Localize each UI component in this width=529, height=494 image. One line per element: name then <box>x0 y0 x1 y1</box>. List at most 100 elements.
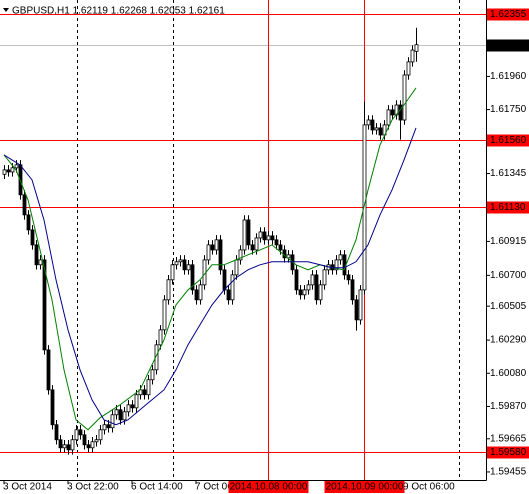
candle-body <box>150 369 155 381</box>
candle-body <box>14 164 19 169</box>
candle-body <box>270 235 275 241</box>
candle-body <box>398 104 403 121</box>
vertical-label: 2014.10.08 00:00 <box>230 482 308 493</box>
candle-body <box>86 444 91 449</box>
candle-body <box>322 269 327 286</box>
candle-body <box>118 409 123 421</box>
candle-body <box>94 439 99 443</box>
level-label-box <box>487 201 529 214</box>
y-tick-label: 1.60080 <box>490 368 527 379</box>
candle-body <box>98 429 103 441</box>
vertical-label: 2014.10.09 00:00 <box>326 482 404 493</box>
candle-body <box>254 237 259 251</box>
candle-body <box>90 441 95 449</box>
candle-body <box>130 404 135 409</box>
level-label-box <box>487 134 529 147</box>
level-label-box <box>487 8 529 21</box>
candle-body <box>34 244 39 266</box>
level-label: 1.62355 <box>490 9 527 20</box>
level-label: 1.61130 <box>490 202 526 213</box>
candle-body <box>38 259 43 266</box>
candle-body <box>274 239 279 246</box>
candle-body <box>222 269 227 291</box>
level-label: 1.61560 <box>490 135 527 146</box>
x-tick-label: 3 Oct 22:00 <box>67 482 119 493</box>
candle-body <box>390 109 395 116</box>
candle-body <box>234 259 239 276</box>
candle-body <box>346 274 351 281</box>
candle-body <box>414 44 419 52</box>
candle-body <box>114 409 119 416</box>
candle-body <box>334 259 339 271</box>
y-tick-label: 1.59870 <box>490 401 527 412</box>
candle-body <box>302 289 307 296</box>
candle-body <box>410 49 415 63</box>
y-tick-label: 1.60290 <box>490 335 527 346</box>
candle-body <box>62 444 67 449</box>
x-tick-label: 7 Oct 06:00 <box>195 482 247 493</box>
candle-body <box>218 239 223 271</box>
last-price-label: 1.62161 <box>490 40 527 51</box>
candle-body <box>210 244 215 251</box>
candle-body <box>110 414 115 429</box>
candle-body <box>310 274 315 286</box>
last-price-box <box>487 39 529 52</box>
level-label-box <box>487 446 529 459</box>
candle-body <box>30 229 35 246</box>
candle-body <box>266 235 271 241</box>
candle-body <box>314 274 319 301</box>
candle-body <box>122 411 127 421</box>
moving-average <box>3 87 417 431</box>
marks-layer <box>2 27 419 455</box>
candle-body <box>170 264 175 281</box>
y-tick-label: 1.61750 <box>490 104 527 115</box>
candle-body <box>250 244 255 251</box>
candle-body <box>54 424 59 441</box>
candle-body <box>166 279 171 301</box>
candle-body <box>358 289 363 321</box>
candle-body <box>354 299 359 321</box>
candle-body <box>106 424 111 429</box>
candle-body <box>10 167 15 173</box>
candle-body <box>6 169 11 173</box>
y-tick-label: 1.60700 <box>490 270 527 281</box>
candle-body <box>406 61 411 76</box>
candle-body <box>242 219 247 251</box>
candle-body <box>134 394 139 409</box>
candle-body <box>194 289 199 301</box>
candle-body <box>190 264 195 291</box>
candle-body <box>378 127 383 136</box>
candle-body <box>174 261 179 266</box>
candle-body <box>70 439 75 451</box>
candle-body <box>362 124 367 291</box>
candle-body <box>126 404 131 413</box>
candle-body <box>338 254 343 261</box>
menu-arrow[interactable] <box>3 8 9 12</box>
candle-body <box>402 74 407 121</box>
candle-body <box>58 439 63 449</box>
candle-body <box>370 119 375 131</box>
candle-body <box>214 239 219 251</box>
candle-body <box>298 289 303 296</box>
candle-body <box>246 219 251 246</box>
candle-body <box>50 389 55 426</box>
candle-body <box>386 109 391 126</box>
candle-body <box>178 259 183 263</box>
candle-body <box>2 169 7 175</box>
candle-body <box>230 274 235 301</box>
candle-body <box>374 127 379 131</box>
candle-body <box>142 389 147 396</box>
vertical-label-box <box>228 481 309 493</box>
candle-body <box>206 244 211 261</box>
y-tick-label: 1.59455 <box>490 467 527 478</box>
vertical-label-box <box>324 481 405 493</box>
x-tick-label: 9 Oct 06:00 <box>403 482 455 493</box>
candle-body <box>318 284 323 301</box>
moving-average <box>3 127 417 426</box>
candle-body <box>294 269 299 291</box>
candle-body <box>78 429 83 436</box>
candle-body <box>82 434 87 446</box>
y-tick-label: 1.60505 <box>490 301 527 312</box>
